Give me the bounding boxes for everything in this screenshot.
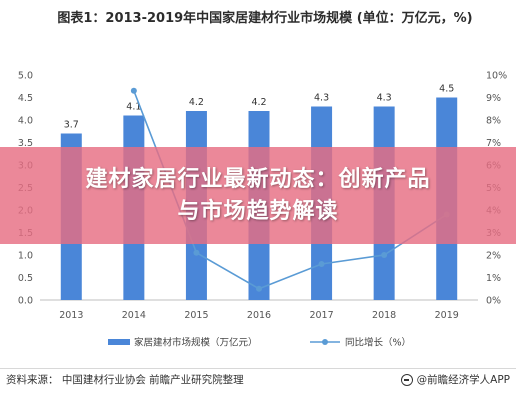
legend-bar-label: 家居建材市场规模（万亿元） bbox=[134, 337, 258, 349]
legend-line-dot bbox=[322, 339, 328, 345]
right-tick-label: 0% bbox=[486, 296, 501, 307]
left-tick-label: 4.5 bbox=[18, 93, 33, 104]
brand-text: @前瞻经济学人APP bbox=[416, 374, 510, 386]
growth-point bbox=[130, 87, 137, 94]
bar-value-label: 4.3 bbox=[377, 93, 392, 104]
x-tick-label: 2019 bbox=[435, 310, 459, 321]
bar-value-label: 3.7 bbox=[64, 120, 79, 131]
x-tick-label: 2016 bbox=[247, 310, 271, 321]
legend-line-label: 同比增长（%） bbox=[345, 337, 411, 349]
bar-value-label: 4.2 bbox=[189, 97, 204, 108]
x-axis-ticks: 2013 2014 2015 2016 2017 2018 2019 bbox=[59, 310, 459, 321]
right-tick-label: 10% bbox=[486, 71, 507, 82]
bar-value-label: 4.2 bbox=[251, 97, 266, 108]
chart-title: 图表1：2013-2019年中国家居建材行业市场规模 (单位：万亿元，%) bbox=[57, 11, 473, 26]
bar-value-label: 4.5 bbox=[439, 84, 454, 95]
right-tick-label: 1% bbox=[486, 273, 501, 284]
right-tick-label: 8% bbox=[486, 116, 501, 127]
x-tick-label: 2017 bbox=[309, 310, 333, 321]
x-tick-label: 2015 bbox=[184, 310, 208, 321]
growth-point bbox=[256, 285, 262, 292]
left-tick-label: 0.0 bbox=[18, 296, 33, 307]
left-tick-label: 5.0 bbox=[18, 71, 33, 82]
left-tick-label: 3.5 bbox=[18, 138, 33, 149]
right-tick-label: 7% bbox=[486, 138, 501, 149]
growth-point bbox=[381, 252, 388, 258]
left-tick-label: 4.0 bbox=[18, 116, 33, 127]
brand-logo-icon bbox=[400, 373, 413, 386]
brand-credit: @前瞻经济学人APP bbox=[400, 372, 510, 387]
left-tick-label: 0.5 bbox=[18, 273, 33, 284]
growth-point bbox=[193, 249, 200, 256]
legend-bar-swatch bbox=[108, 339, 130, 345]
right-tick-label: 2% bbox=[486, 251, 501, 262]
growth-point bbox=[318, 261, 325, 267]
x-tick-label: 2018 bbox=[372, 310, 396, 321]
bar-value-label: 4.1 bbox=[126, 102, 141, 113]
x-tick-label: 2013 bbox=[59, 310, 83, 321]
bar-labels-group: 3.7 4.1 4.2 4.2 4.3 4.3 4.5 bbox=[64, 84, 455, 131]
bar-value-label: 4.3 bbox=[314, 93, 329, 104]
banner-text: 建材家居行业最新动态：创新产品与市场趋势解读 bbox=[85, 166, 431, 224]
legend: 家居建材市场规模（万亿元） 同比增长（%） bbox=[108, 337, 411, 349]
source-note: 资料来源： 中国建材行业协会 前瞻产业研究院整理 bbox=[6, 374, 244, 386]
overlay-banner: 建材家居行业最新动态：创新产品与市场趋势解读 bbox=[0, 147, 516, 244]
x-tick-label: 2014 bbox=[122, 310, 146, 321]
right-tick-label: 9% bbox=[486, 93, 501, 104]
footer-divider bbox=[0, 368, 516, 369]
left-tick-label: 1.0 bbox=[18, 251, 33, 262]
